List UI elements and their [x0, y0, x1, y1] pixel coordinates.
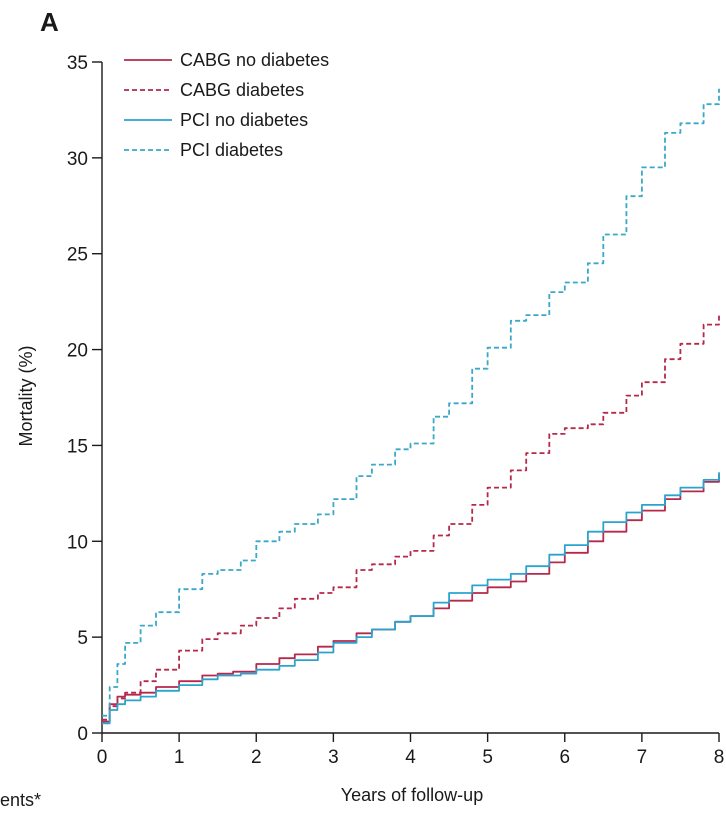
series-line-2	[102, 313, 720, 721]
series-line-3	[102, 472, 720, 725]
y-tick-label: 0	[77, 724, 88, 745]
x-tick-label: 3	[328, 747, 339, 768]
x-tick-label: 1	[174, 747, 185, 768]
series-lines	[102, 88, 720, 725]
legend-label-3: PCI no diabetes	[180, 110, 308, 130]
x-tick-label: 6	[559, 747, 570, 768]
legend-label-2: CABG diabetes	[180, 80, 304, 100]
y-tick-label: 5	[77, 628, 88, 649]
legend-label-4: PCI diabetes	[180, 140, 283, 160]
legend-label-1: CABG no diabetes	[180, 50, 329, 70]
y-axis-title: Mortality (%)	[16, 345, 36, 446]
x-tick-label: 8	[714, 747, 725, 768]
y-tick-label: 25	[67, 245, 88, 266]
x-tick-label: 4	[405, 747, 416, 768]
y-tick-label: 15	[67, 436, 88, 457]
series-line-4	[102, 88, 720, 717]
y-tick-label: 10	[67, 532, 88, 553]
x-tick-label: 0	[97, 747, 108, 768]
x-tick-label: 2	[251, 747, 262, 768]
x-tick-label: 7	[637, 747, 648, 768]
legend: CABG no diabetes CABG diabetes PCI no diab…	[124, 50, 329, 160]
x-tick-label: 5	[482, 747, 493, 768]
x-axis-title: Years of follow-up	[341, 785, 483, 805]
axes: 0 5 10 15 20 25 30 35 0 1 2 3 4 5 6 7 8	[67, 53, 724, 768]
y-tick-label: 20	[67, 341, 88, 362]
y-tick-label: 35	[67, 53, 88, 74]
y-tick-label: 30	[67, 149, 88, 170]
clipped-footer-text: ents*	[0, 790, 41, 810]
panel-label: A	[40, 7, 59, 37]
